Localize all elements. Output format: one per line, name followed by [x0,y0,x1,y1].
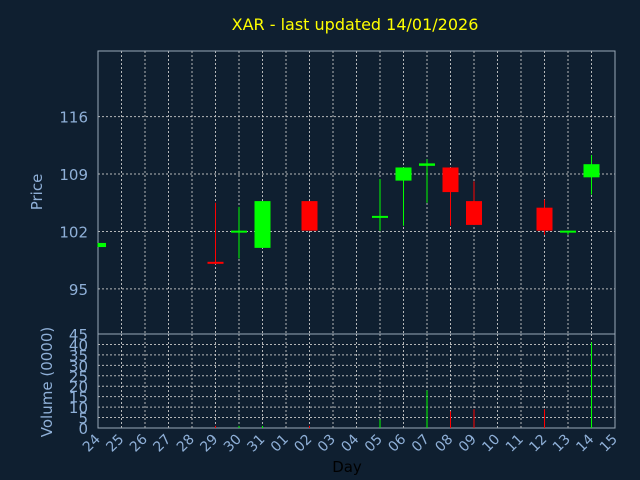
volume-tick-label: 10 [69,399,88,417]
price-axis-label: Price [28,174,46,211]
candle-body [536,207,553,231]
volume-top-tick-label: 45 [69,326,88,344]
volume-bars [215,342,592,428]
candle-body [254,201,271,248]
candles [97,155,600,265]
volume-tick-label: 35 [69,347,88,365]
volume-tick-label: 0 [78,420,88,438]
candle-body [301,201,318,231]
x-axis-label: Day [332,458,362,476]
volume-tick-label: 25 [69,368,88,386]
volume-tick-label: 20 [69,378,88,396]
price-tick-label: 109 [59,166,88,184]
candle-body [419,163,435,166]
price-tick-label: 102 [59,223,88,241]
price-tick-label: 116 [59,109,88,127]
candle-body [442,167,459,193]
candle-body [207,261,224,264]
candle-body [98,242,106,248]
candle-body [583,164,600,178]
candle-body [395,167,412,181]
volume-tick-label: 30 [69,357,88,375]
candle-body [372,215,388,218]
chart-title: XAR - last updated 14/01/2026 [232,15,479,34]
volume-tick-label: 40 [69,336,88,354]
candle-body [466,201,482,225]
volume-tick-label: 15 [69,389,88,407]
volume-panel-frame [97,333,616,429]
volume-tick-label: 5 [78,410,88,428]
price-tick-labels: 95 102 109 116 [59,109,88,299]
x-tick-labels: 24 25 26 27 28 29 30 31 01 02 03 04 05 06 07 08 09 10 11 12… [80,431,621,455]
volume-axis-label: Volume (0000) [38,327,56,437]
candle-body [231,230,247,233]
price-tick-label: 95 [69,281,88,299]
candle-body [560,230,576,233]
